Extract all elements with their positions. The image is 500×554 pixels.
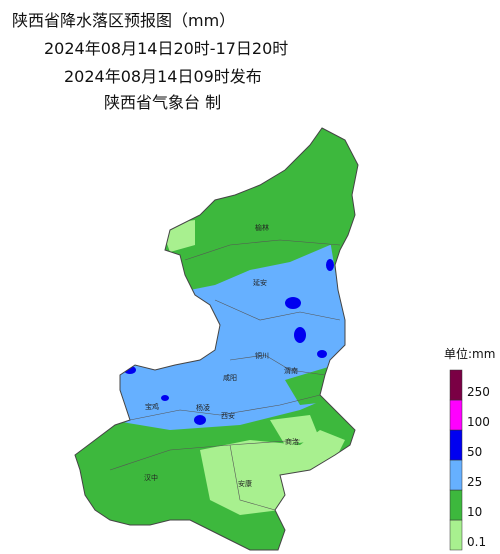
legend-label: 25 bbox=[467, 475, 482, 489]
legend-swatch bbox=[449, 459, 463, 491]
city-label: 榆林 bbox=[255, 223, 269, 232]
city-label: 咸阳 bbox=[223, 373, 237, 382]
issuer: 陕西省气象台 制 bbox=[104, 93, 221, 112]
title: 陕西省降水落区预报图（mm） bbox=[12, 11, 235, 30]
city-label: 商洛 bbox=[285, 437, 299, 446]
legend-label: 100 bbox=[467, 415, 490, 429]
legend-label: 50 bbox=[467, 445, 482, 459]
legend-label: 0.1 bbox=[467, 535, 486, 549]
issued: 2024年08月14日09时发布 bbox=[64, 67, 262, 86]
city-label: 杨凌 bbox=[196, 403, 210, 412]
legend-swatch bbox=[449, 369, 463, 401]
legend-swatch bbox=[449, 489, 463, 521]
city-label: 延安 bbox=[253, 278, 267, 287]
city-label: 宝鸡 bbox=[145, 402, 159, 411]
city-label: 安康 bbox=[238, 479, 252, 488]
city-label: 西安 bbox=[221, 411, 235, 420]
city-label: 铜川 bbox=[255, 351, 269, 360]
legend-swatch bbox=[449, 519, 463, 551]
legend-label: 10 bbox=[467, 505, 482, 519]
legend-swatch bbox=[449, 399, 463, 431]
legend: 0.1 10 25 50 100 250 bbox=[449, 369, 490, 551]
legend-unit: 单位:mm bbox=[444, 346, 495, 361]
city-label: 渭南 bbox=[284, 366, 298, 375]
legend-label: 250 bbox=[467, 385, 490, 399]
period: 2024年08月14日20时-17日20时 bbox=[44, 39, 288, 58]
city-label: 汉中 bbox=[144, 473, 158, 482]
legend-swatch bbox=[449, 429, 463, 461]
city-borders bbox=[109, 239, 341, 511]
rain-map bbox=[75, 128, 358, 550]
